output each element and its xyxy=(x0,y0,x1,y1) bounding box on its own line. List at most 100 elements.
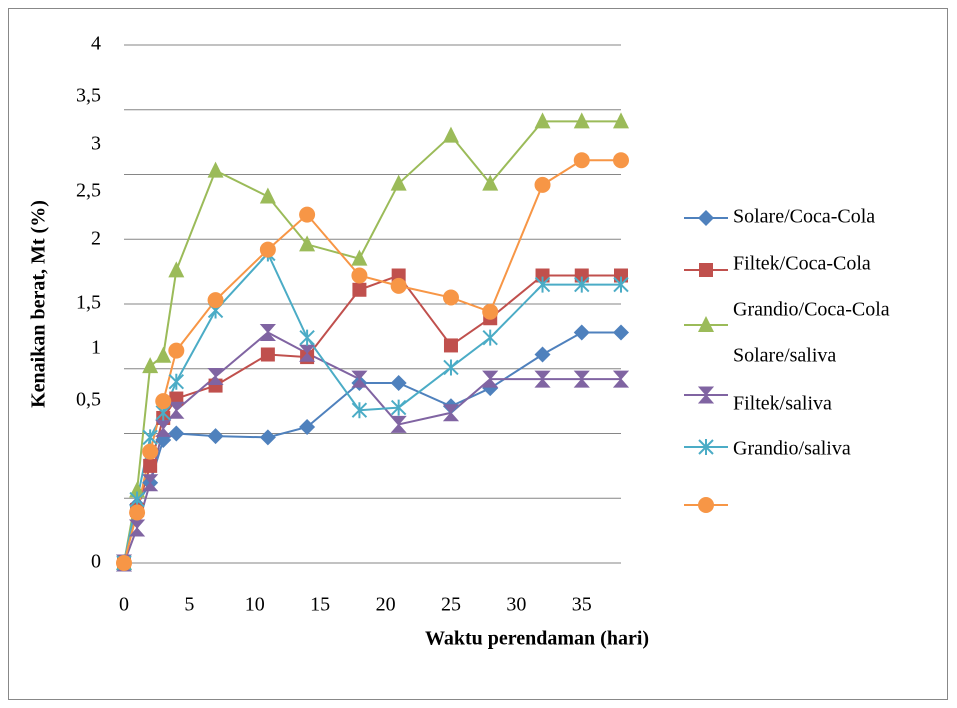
marker-shape xyxy=(613,276,629,293)
legend-label: Filtek/Coca-Cola xyxy=(733,253,871,275)
marker xyxy=(259,187,276,204)
marker-shape xyxy=(573,112,590,129)
marker xyxy=(482,174,499,191)
marker-shape xyxy=(443,359,459,376)
marker-shape xyxy=(259,323,276,341)
marker xyxy=(168,261,185,278)
marker-shape xyxy=(534,346,551,363)
x-tick-label: 15 xyxy=(310,594,330,616)
y-axis-title: Kenaikan berat, Mt (%) xyxy=(28,200,50,408)
x-tick-label: 25 xyxy=(441,594,461,616)
marker-shape xyxy=(207,368,224,386)
legend-label: Solare/Coca-Cola xyxy=(733,206,875,228)
marker-shape xyxy=(259,241,276,258)
x-tick-label: 20 xyxy=(376,594,396,616)
marker xyxy=(168,425,185,442)
marker xyxy=(116,555,132,571)
marker-shape xyxy=(482,329,498,346)
legend-label: Filtek/saliva xyxy=(733,393,832,415)
marker xyxy=(697,386,715,404)
marker xyxy=(207,161,224,178)
marker xyxy=(614,268,628,283)
marker-shape xyxy=(698,210,714,226)
marker-shape xyxy=(299,235,316,252)
marker xyxy=(207,368,224,386)
marker xyxy=(442,126,459,143)
marker-shape xyxy=(155,393,172,410)
marker-shape xyxy=(574,268,589,283)
marker-shape xyxy=(351,402,368,419)
marker-shape xyxy=(613,112,629,129)
marker-shape xyxy=(612,370,630,388)
y-tick-label: 0,5 xyxy=(76,389,101,411)
marker xyxy=(207,428,224,445)
marker-shape xyxy=(442,404,460,422)
x-tick-label: 35 xyxy=(572,594,592,616)
marker xyxy=(299,206,316,223)
marker xyxy=(534,276,551,293)
marker-shape xyxy=(613,152,629,169)
marker-shape xyxy=(129,481,146,498)
marker xyxy=(143,458,158,473)
marker-shape xyxy=(534,276,551,293)
marker-shape xyxy=(168,342,185,359)
marker xyxy=(142,429,158,446)
marker xyxy=(299,329,315,346)
marker xyxy=(698,210,714,226)
y-tick-label: 1,5 xyxy=(76,292,101,314)
marker-shape xyxy=(390,399,407,416)
marker-shape xyxy=(207,428,224,445)
marker xyxy=(482,370,499,388)
marker xyxy=(613,152,629,169)
marker xyxy=(259,323,276,341)
marker xyxy=(573,324,590,341)
marker xyxy=(443,338,458,353)
marker-shape xyxy=(534,112,551,129)
marker xyxy=(698,439,714,455)
marker-shape xyxy=(442,126,459,143)
marker xyxy=(390,374,407,391)
marker xyxy=(129,504,146,521)
marker xyxy=(352,282,367,297)
marker-shape xyxy=(299,419,316,436)
marker-shape xyxy=(259,187,276,204)
marker-shape xyxy=(116,555,132,571)
legend-label: Grandio/saliva xyxy=(733,438,851,460)
marker-shape xyxy=(207,292,224,309)
marker xyxy=(299,235,316,252)
marker-shape xyxy=(142,443,159,460)
marker-shape xyxy=(352,282,367,297)
marker-shape xyxy=(390,415,407,433)
x-tick-label: 10 xyxy=(245,594,265,616)
marker xyxy=(155,346,172,363)
y-tick-label: 4 xyxy=(91,33,101,55)
marker xyxy=(390,399,407,416)
marker-shape xyxy=(155,419,172,437)
marker xyxy=(155,393,172,410)
marker-shape xyxy=(155,346,172,363)
marker xyxy=(534,346,551,363)
marker-shape xyxy=(698,439,714,455)
marker xyxy=(390,174,407,191)
marker xyxy=(574,268,589,283)
marker-shape xyxy=(698,497,714,513)
marker xyxy=(259,241,276,258)
y-tick-label: 0 xyxy=(91,551,101,573)
marker xyxy=(155,419,172,437)
marker-shape xyxy=(168,261,185,278)
marker xyxy=(613,112,629,129)
marker xyxy=(260,347,275,362)
legend-label: Grandio/Coca-Cola xyxy=(733,299,890,321)
marker-shape xyxy=(534,176,551,193)
marker xyxy=(442,289,459,306)
marker xyxy=(535,268,550,283)
marker-shape xyxy=(697,386,715,404)
marker-shape xyxy=(351,370,368,388)
marker xyxy=(534,176,551,193)
marker-shape xyxy=(698,316,714,332)
marker xyxy=(534,112,551,129)
marker xyxy=(574,276,590,293)
marker xyxy=(142,474,159,492)
marker-shape xyxy=(351,249,368,266)
